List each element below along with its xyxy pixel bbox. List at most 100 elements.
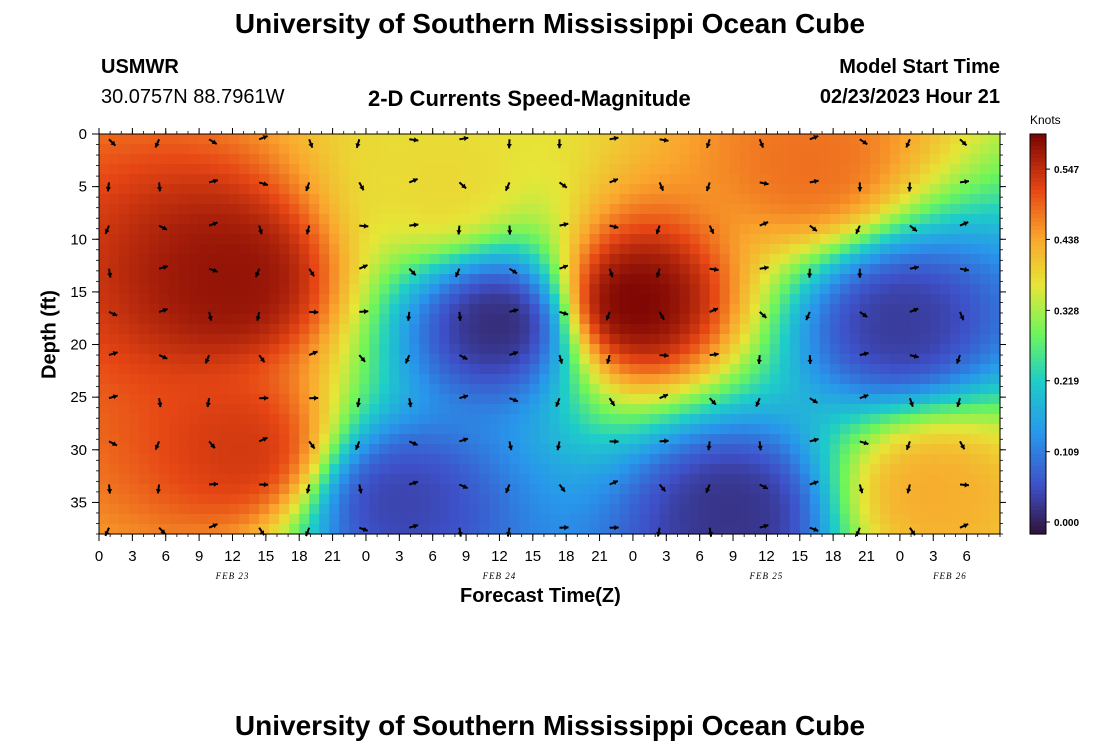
heatmap-cell <box>279 264 290 275</box>
heatmap-cell <box>449 384 460 395</box>
heatmap-cell <box>259 324 270 335</box>
heatmap-cell <box>569 244 581 255</box>
heatmap-cell <box>389 364 400 375</box>
heatmap-cell <box>559 474 571 485</box>
heatmap-cell <box>599 324 611 335</box>
heatmap-cell <box>539 424 551 435</box>
heatmap-cell <box>149 344 160 355</box>
heatmap-cell <box>859 444 871 455</box>
heatmap-cell <box>609 284 621 295</box>
heatmap-cell <box>109 184 120 195</box>
arrow-head <box>412 440 418 446</box>
heatmap-cell <box>489 274 501 285</box>
heatmap-cell <box>469 204 481 215</box>
heatmap-cell <box>859 284 871 295</box>
heatmap-cell <box>989 314 1001 325</box>
heatmap-cell <box>389 484 400 495</box>
heatmap-cell <box>469 364 481 375</box>
heatmap-cell <box>359 164 370 175</box>
heatmap-cell <box>319 244 330 255</box>
current-arrow <box>759 265 769 271</box>
heatmap-cell <box>769 444 781 455</box>
heatmap-cell <box>479 524 491 535</box>
current-arrow <box>759 523 769 529</box>
heatmap-cell <box>899 224 911 235</box>
heatmap-cell <box>129 484 140 495</box>
heatmap-cell <box>709 444 721 455</box>
heatmap-cell <box>519 524 531 535</box>
heatmap-cell <box>749 294 761 305</box>
heatmap-cell <box>909 384 921 395</box>
heatmap-cell <box>379 484 390 495</box>
heatmap-cell <box>529 294 541 305</box>
current-arrow <box>608 397 616 407</box>
heatmap-cell <box>729 474 741 485</box>
heatmap-cell <box>819 444 831 455</box>
heatmap-cell <box>869 314 881 325</box>
heatmap-cell <box>439 494 450 505</box>
heatmap-cell <box>839 364 851 375</box>
heatmap-cell <box>969 314 981 325</box>
heatmap-cell <box>509 274 521 285</box>
heatmap-cell <box>989 264 1001 275</box>
heatmap-cell <box>559 354 571 365</box>
heatmap-cell <box>259 494 270 505</box>
heatmap-cell <box>699 194 711 205</box>
heatmap-cell <box>849 234 861 245</box>
heatmap-cell <box>519 354 531 365</box>
current-arrow <box>107 268 113 278</box>
heatmap-cell <box>339 514 350 525</box>
heatmap-cell <box>949 154 961 165</box>
heatmap-cell <box>629 314 641 325</box>
heatmap-cell <box>559 414 571 425</box>
heatmap-cell <box>709 424 721 435</box>
heatmap-cell <box>349 264 360 275</box>
heatmap-cell <box>689 164 701 175</box>
heatmap-cell <box>539 374 551 385</box>
heatmap-cell <box>329 344 340 355</box>
current-arrow <box>759 221 769 227</box>
heatmap-cell <box>449 474 460 485</box>
heatmap-cell <box>409 304 420 315</box>
heatmap-cell <box>499 144 511 155</box>
heatmap-cell <box>819 364 831 375</box>
heatmap-cell <box>129 154 140 165</box>
heatmap-cell <box>139 334 150 345</box>
heatmap-cell <box>339 324 350 335</box>
heatmap-cell <box>479 264 491 275</box>
heatmap-cell <box>349 234 360 245</box>
heatmap-cell <box>699 434 711 445</box>
colorbar-segment <box>1030 446 1046 451</box>
heatmap-cell <box>309 214 320 225</box>
heatmap-cell <box>659 474 671 485</box>
heatmap-cell <box>239 204 250 215</box>
heatmap-cell <box>499 434 511 445</box>
colorbar-segment <box>1030 470 1046 475</box>
heatmap-cell <box>799 524 811 535</box>
heatmap-cell <box>609 514 621 525</box>
heatmap-cell <box>649 144 661 155</box>
heatmap-cell <box>299 454 310 465</box>
heatmap-cell <box>459 164 471 175</box>
heatmap-cell <box>499 474 511 485</box>
heatmap-cell <box>399 404 410 415</box>
heatmap-cell <box>889 164 901 175</box>
heatmap-cell <box>539 154 551 165</box>
heatmap-cell <box>929 444 941 455</box>
colorbar-segment <box>1030 510 1046 515</box>
heatmap-cell <box>629 244 641 255</box>
heatmap-cell <box>109 444 120 455</box>
heatmap-cell <box>319 314 330 325</box>
heatmap-cell <box>889 254 901 265</box>
heatmap-cell <box>929 164 941 175</box>
heatmap-cell <box>399 434 410 445</box>
heatmap-cell <box>829 144 841 155</box>
heatmap-cell <box>129 394 140 405</box>
heatmap-cell <box>429 454 440 465</box>
heatmap-cell <box>829 474 841 485</box>
heatmap-cell <box>979 514 991 525</box>
arrow-head <box>757 445 763 451</box>
heatmap-cell <box>829 354 841 365</box>
heatmap-cell <box>189 314 200 325</box>
heatmap-cell <box>389 464 400 475</box>
